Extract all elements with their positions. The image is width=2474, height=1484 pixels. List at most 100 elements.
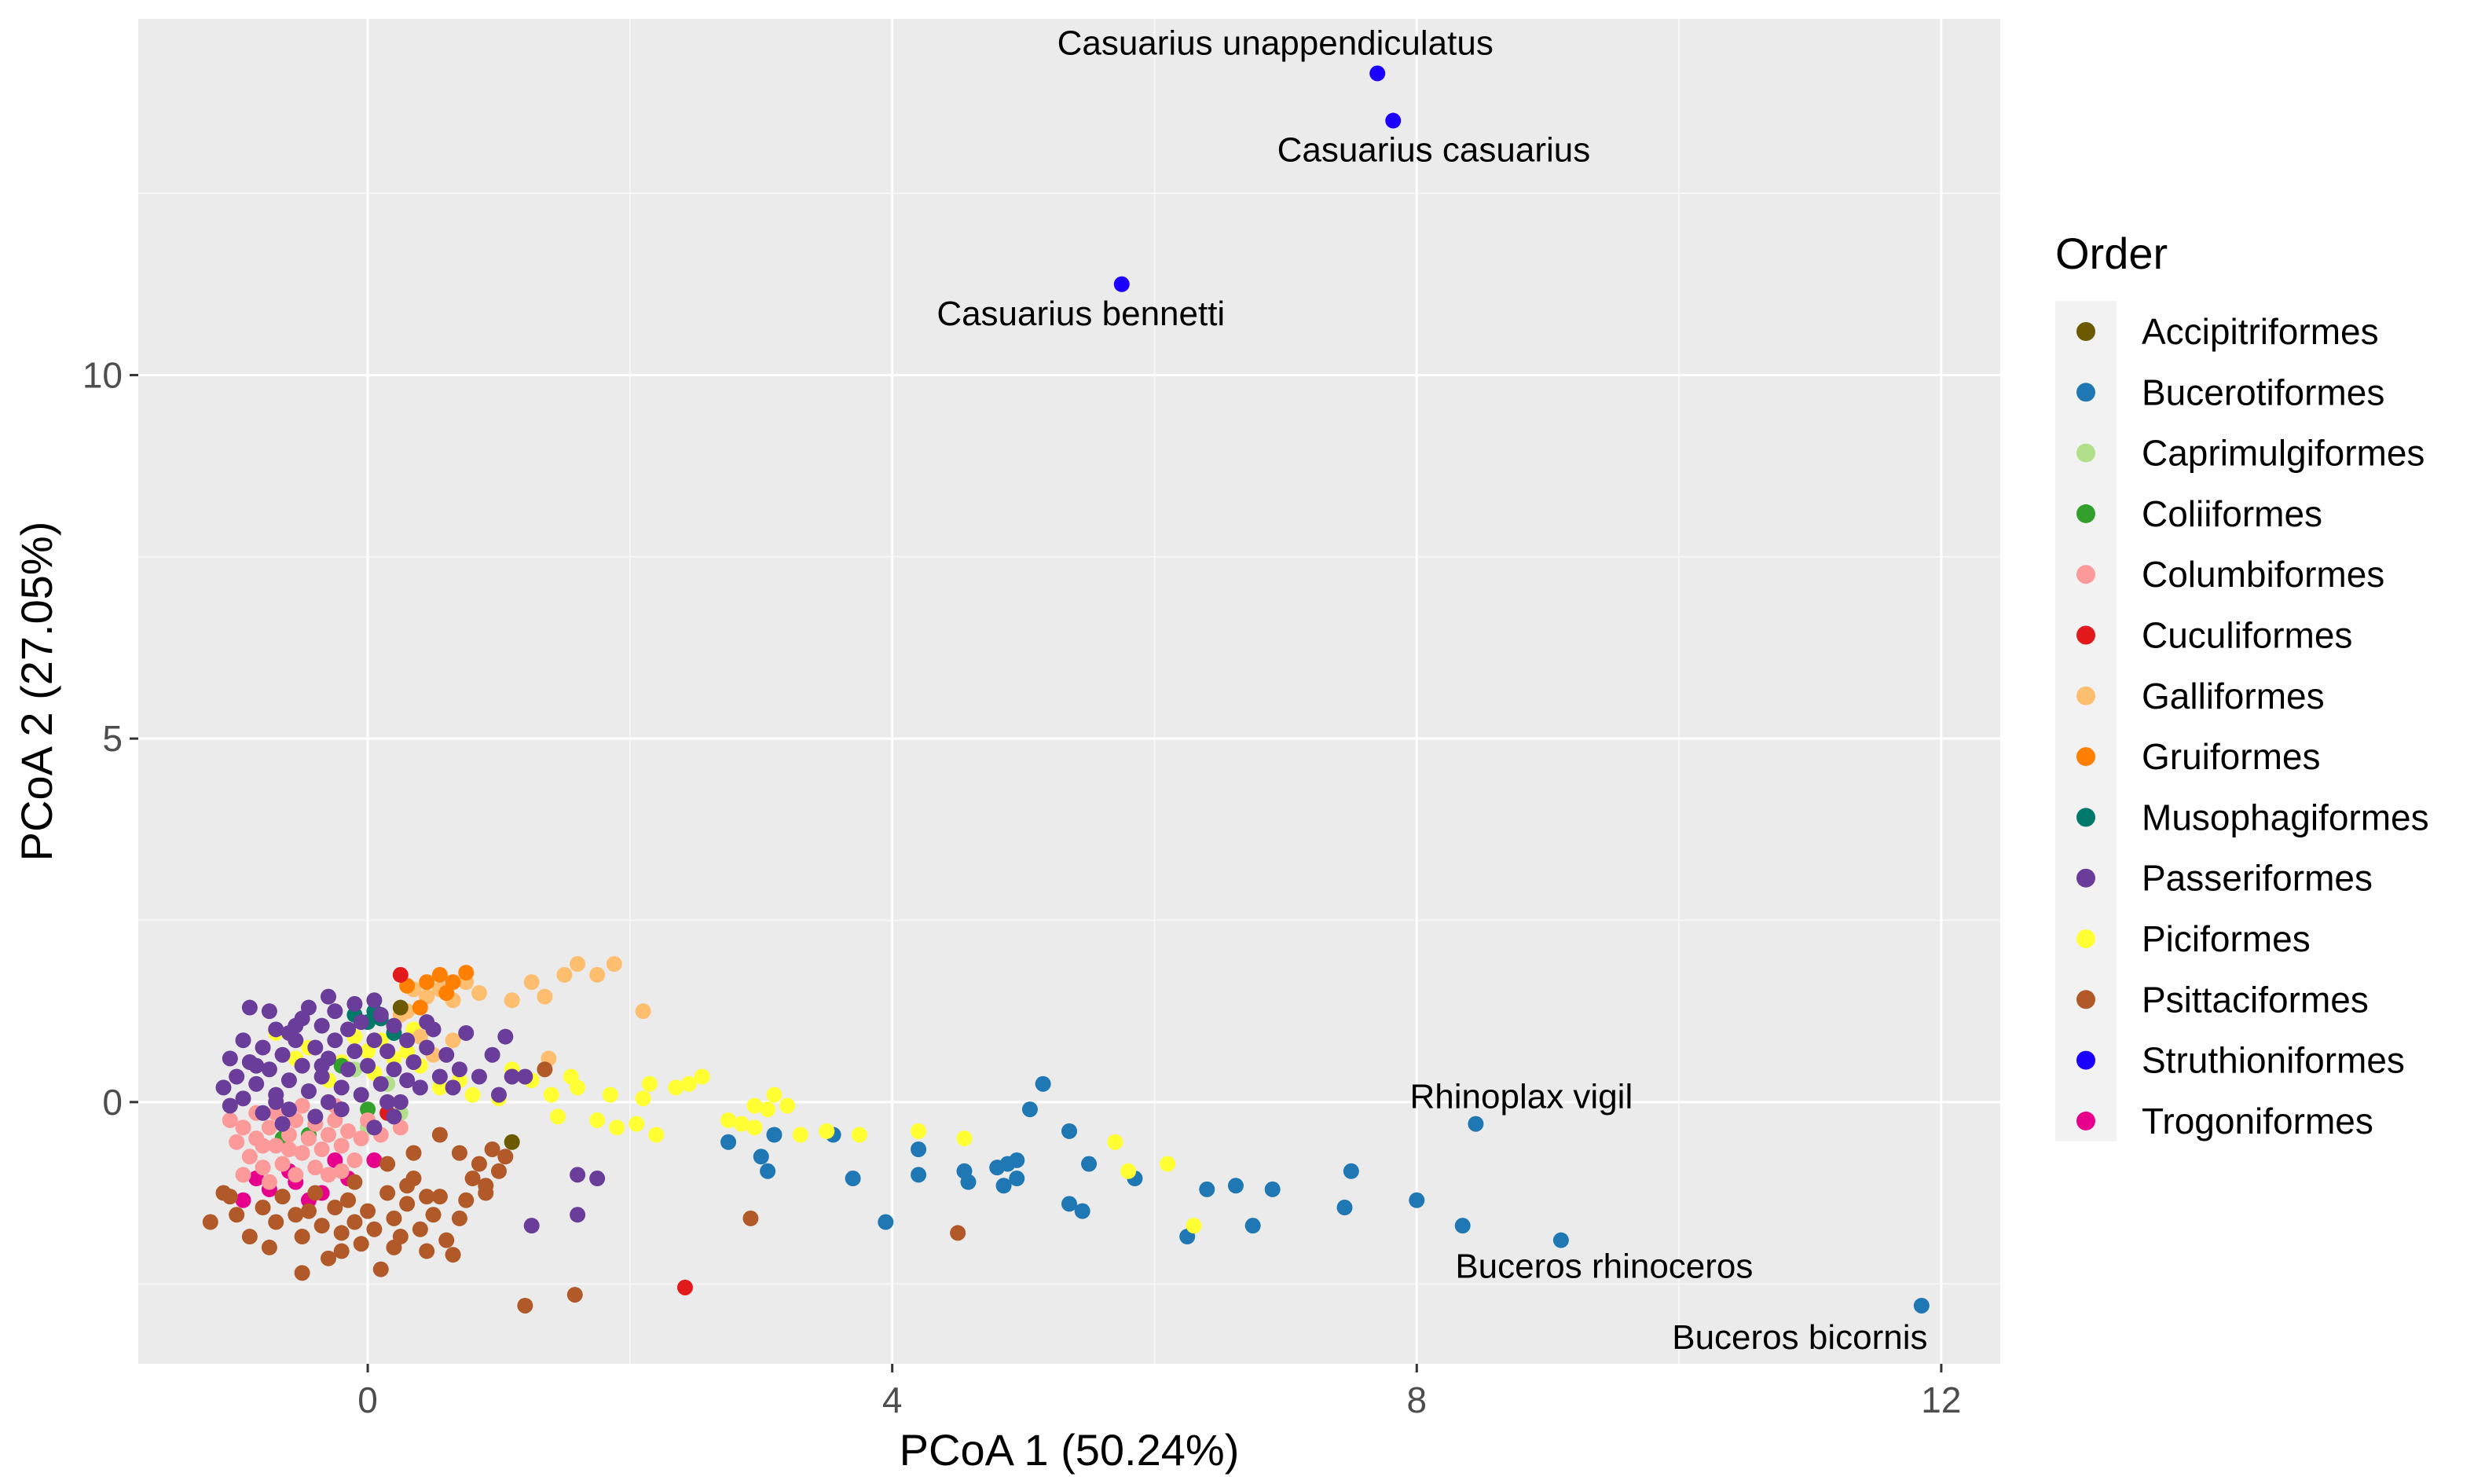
point-passeriformes bbox=[451, 1061, 467, 1078]
legend: Order Accipitriformes Bucerotiformes Capri… bbox=[2055, 229, 2429, 1141]
legend-key-background bbox=[2055, 301, 2117, 1141]
point-psittaciformes bbox=[346, 1174, 363, 1190]
point-accipitriformes bbox=[504, 1134, 520, 1150]
legend-key bbox=[2076, 929, 2095, 948]
point-passeriformes bbox=[280, 1024, 297, 1041]
point-gruiformes bbox=[438, 985, 455, 1002]
point-accipitriformes bbox=[392, 999, 409, 1016]
point-bucerotiformes bbox=[1454, 1218, 1471, 1234]
plot-panel bbox=[138, 19, 2000, 1364]
point-piciformes bbox=[760, 1101, 776, 1118]
point-psittaciformes bbox=[419, 1243, 435, 1259]
point-passeriformes bbox=[235, 1032, 251, 1049]
point-bucerotiformes bbox=[1264, 1181, 1281, 1197]
point-psittaciformes bbox=[379, 1156, 396, 1172]
point-psittaciformes bbox=[202, 1214, 218, 1230]
legend-label: Musophagiformes bbox=[2142, 797, 2429, 837]
legend-key bbox=[2076, 1111, 2095, 1130]
y-tick-label: 0 bbox=[102, 1082, 123, 1123]
point-columbiformes bbox=[280, 1141, 297, 1158]
point-passeriformes bbox=[412, 1079, 428, 1096]
point-piciformes bbox=[543, 1086, 559, 1103]
legend-key bbox=[2076, 868, 2095, 888]
point-passeriformes bbox=[405, 1053, 422, 1070]
point-columbiformes bbox=[241, 1149, 258, 1165]
point-passeriformes bbox=[340, 1061, 357, 1078]
point-piciformes bbox=[1107, 1134, 1123, 1150]
point-passeriformes bbox=[517, 1068, 533, 1085]
point-bucerotiformes bbox=[1009, 1171, 1025, 1187]
point-annotation: Buceros bicornis bbox=[1672, 1318, 1927, 1357]
point-passeriformes bbox=[229, 1068, 245, 1085]
point-passeriformes bbox=[497, 1028, 514, 1045]
point-columbiformes bbox=[255, 1160, 271, 1176]
point-psittaciformes bbox=[321, 1250, 337, 1266]
point-gruiformes bbox=[419, 974, 435, 991]
legend-title: Order bbox=[2055, 229, 2168, 278]
point-passeriformes bbox=[307, 1108, 324, 1125]
point-psittaciformes bbox=[431, 1127, 448, 1143]
point-piciformes bbox=[648, 1127, 665, 1143]
point-psittaciformes bbox=[742, 1210, 759, 1226]
point-columbiformes bbox=[353, 1130, 369, 1147]
point-passeriformes bbox=[399, 1072, 416, 1089]
point-psittaciformes bbox=[445, 1247, 461, 1263]
point-passeriformes bbox=[327, 1032, 343, 1049]
point-bucerotiformes bbox=[845, 1171, 861, 1187]
point-passeriformes bbox=[274, 1116, 291, 1132]
point-trogoniformes bbox=[366, 1152, 383, 1168]
point-columbiformes bbox=[294, 1097, 310, 1114]
point-passeriformes bbox=[484, 1046, 500, 1063]
major-gridlines bbox=[138, 19, 2000, 1364]
point-piciformes bbox=[680, 1075, 697, 1092]
point-bucerotiformes bbox=[1409, 1192, 1425, 1208]
point-bucerotiformes bbox=[1061, 1196, 1077, 1212]
point-passeriformes bbox=[379, 1043, 396, 1060]
point-columbiformes bbox=[235, 1119, 251, 1136]
point-annotation: Casuarius bennetti bbox=[936, 295, 1225, 333]
point-passeriformes bbox=[504, 1068, 520, 1085]
point-psittaciformes bbox=[399, 1178, 416, 1194]
point-psittaciformes bbox=[431, 1189, 448, 1205]
point-bucerotiformes bbox=[1061, 1123, 1077, 1139]
point-passeriformes bbox=[438, 1046, 455, 1063]
point-piciformes bbox=[851, 1127, 867, 1143]
legend-key bbox=[2076, 990, 2095, 1009]
point-passeriformes bbox=[431, 1068, 448, 1085]
point-columbiformes bbox=[321, 1167, 337, 1183]
legend-key bbox=[2076, 443, 2095, 463]
point-columbiformes bbox=[346, 1152, 363, 1168]
point-columbiformes bbox=[229, 1134, 245, 1150]
point-galliformes bbox=[445, 1032, 461, 1049]
point-bucerotiformes bbox=[989, 1160, 1006, 1176]
point-passeriformes bbox=[294, 1057, 310, 1074]
point-passeriformes bbox=[523, 1218, 540, 1234]
point-bucerotiformes bbox=[1468, 1116, 1484, 1132]
point-passeriformes bbox=[386, 1017, 402, 1034]
point-piciformes bbox=[635, 1090, 651, 1107]
point-bucerotiformes bbox=[1343, 1163, 1359, 1179]
x-tick-label: 4 bbox=[882, 1380, 903, 1420]
point-columbiformes bbox=[222, 1112, 238, 1128]
minor-gridlines bbox=[138, 19, 2000, 1364]
point-annotations: Casuarius unappendiculatus Casuarius casu… bbox=[936, 24, 1927, 1357]
point-psittaciformes bbox=[327, 1200, 343, 1216]
point-passeriformes bbox=[333, 1101, 350, 1118]
point-psittaciformes bbox=[288, 1207, 304, 1223]
point-passeriformes bbox=[248, 1075, 265, 1092]
legend-label: Accipitriformes bbox=[2142, 311, 2379, 352]
legend-key bbox=[2076, 1050, 2095, 1070]
point-bucerotiformes bbox=[1244, 1218, 1261, 1234]
point-psittaciformes bbox=[386, 1239, 402, 1255]
legend-key bbox=[2076, 383, 2095, 402]
point-piciformes bbox=[550, 1108, 566, 1125]
point-struthioniformes bbox=[1369, 65, 1386, 82]
point-passeriformes bbox=[307, 1039, 324, 1056]
point-passeriformes bbox=[321, 1094, 337, 1110]
point-psittaciformes bbox=[399, 1196, 416, 1212]
point-bucerotiformes bbox=[1336, 1200, 1353, 1216]
point-piciformes bbox=[819, 1123, 835, 1139]
legend-key bbox=[2076, 625, 2095, 645]
x-axis: 0 4 8 12 bbox=[357, 1364, 1961, 1420]
